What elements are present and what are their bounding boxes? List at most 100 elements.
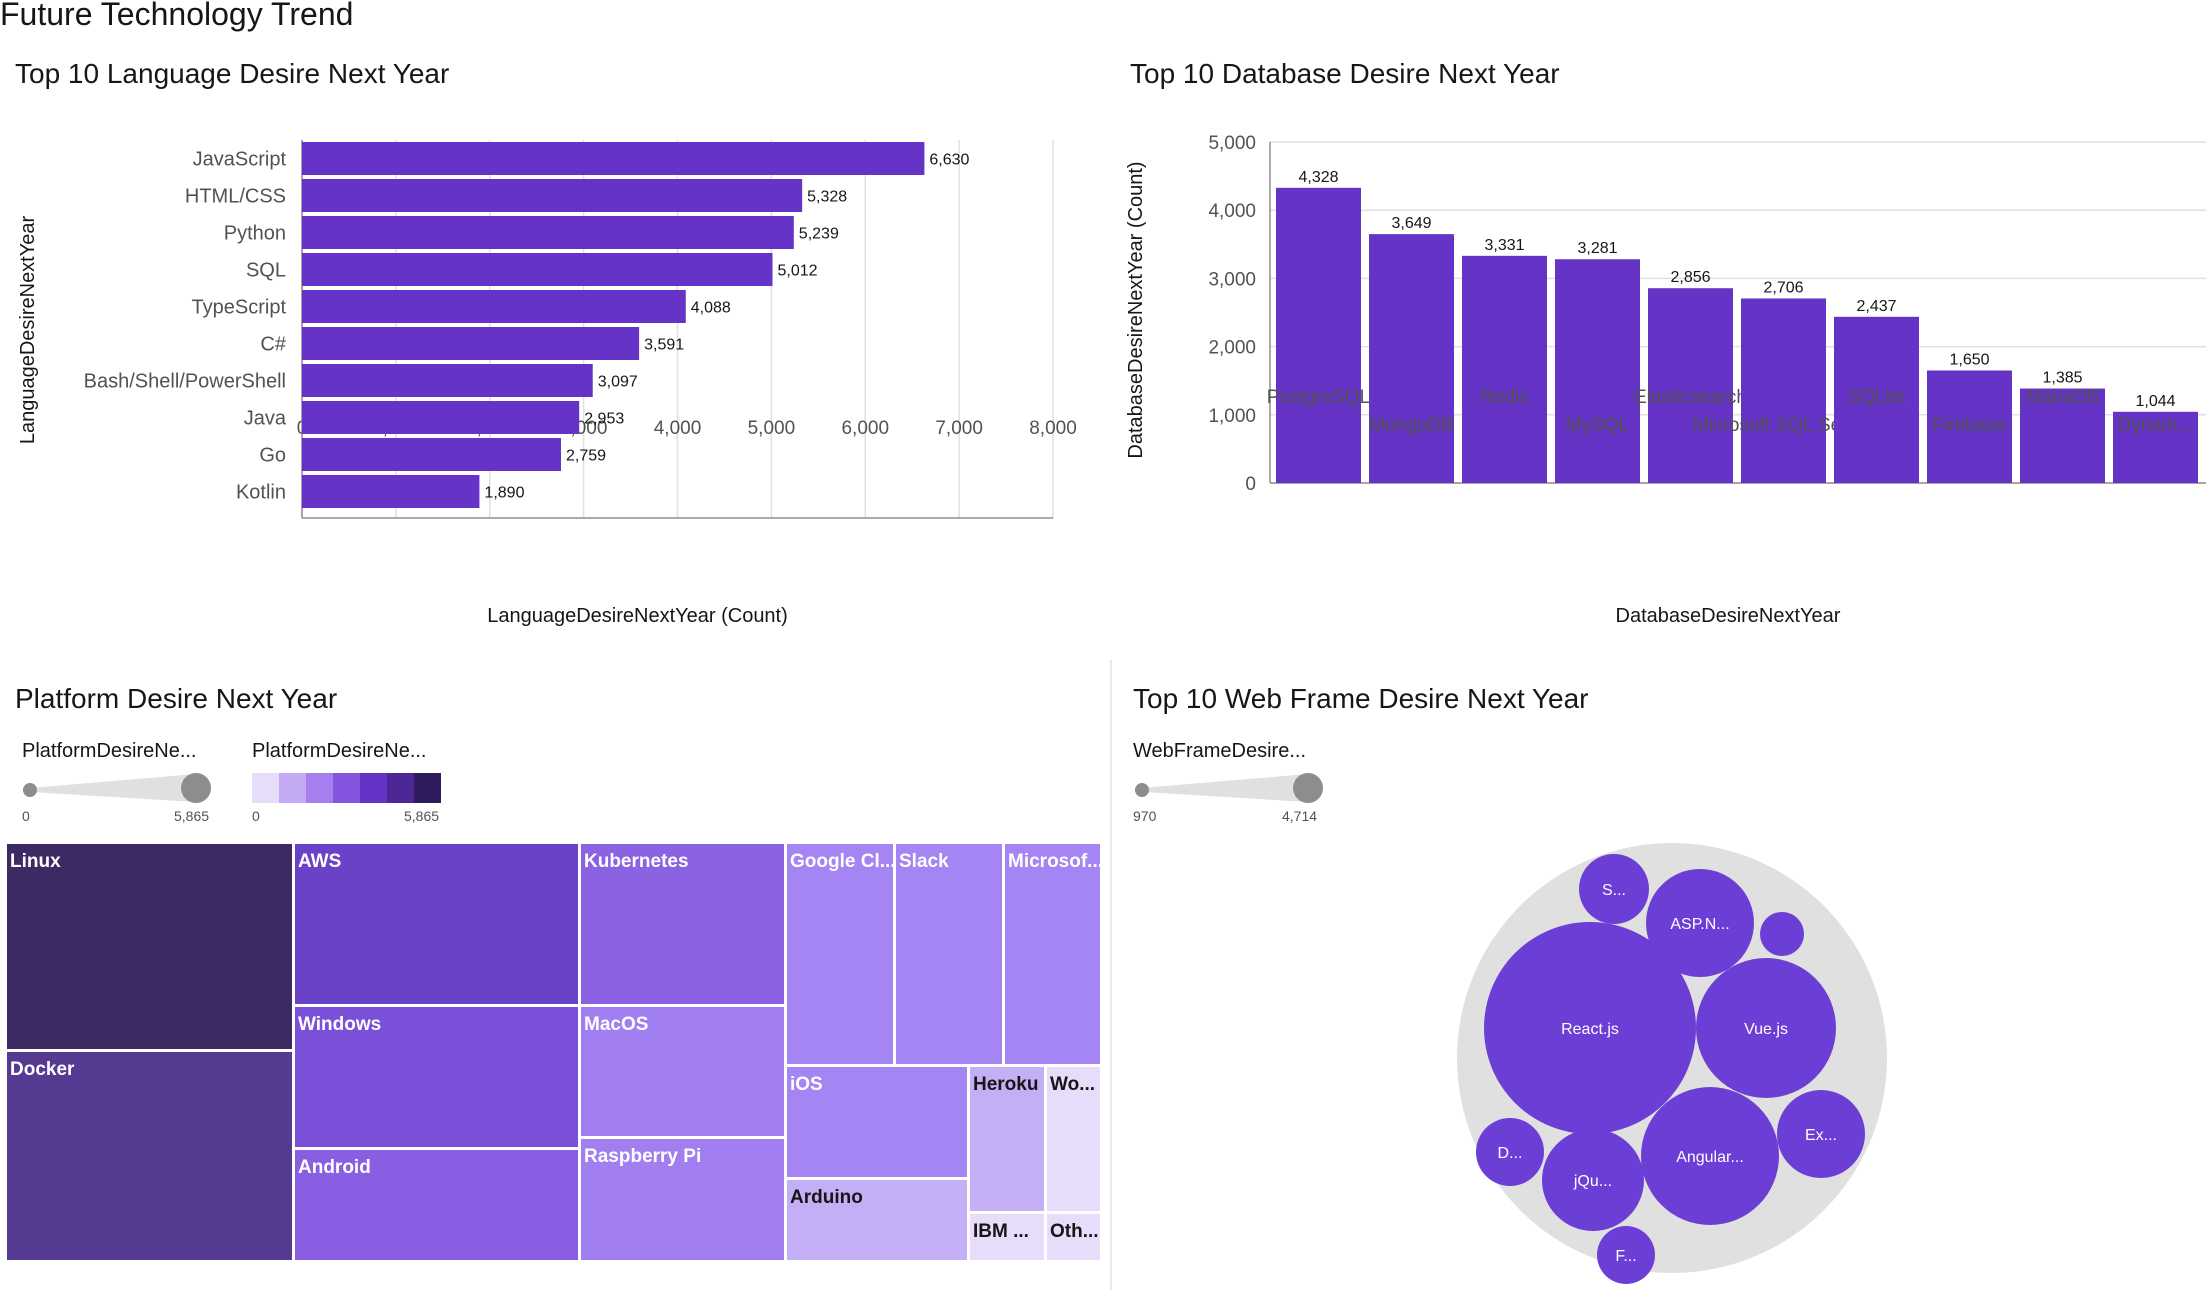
treemap-cell	[785, 1178, 969, 1262]
treemap-label: Oth...	[1050, 1221, 1099, 1242]
y-tick-label: 2,000	[1208, 338, 1256, 359]
bubble-label: Ex...	[1805, 1127, 1837, 1144]
treemap-label: Microsof...	[1008, 851, 1100, 872]
platform-size-legend-max: 5,865	[174, 808, 210, 824]
treemap-cell	[293, 1148, 580, 1262]
y-tick-label: 4,000	[1208, 201, 1256, 222]
bar	[1834, 316, 1919, 483]
treemap-cell	[1045, 1212, 1100, 1262]
dashboard-title: Future Technology Trend	[0, 0, 354, 32]
treemap-cell	[5, 842, 294, 1051]
bubble	[1696, 958, 1836, 1098]
x-tick-label: Dynam...	[2117, 415, 2193, 436]
bubble	[1646, 869, 1754, 977]
color-scale-swatch	[360, 773, 387, 803]
y-tick-label: Kotlin	[236, 482, 286, 504]
color-scale-swatch	[333, 773, 360, 803]
platform-chart-title: Platform Desire Next Year	[15, 683, 338, 714]
data-label: 5,239	[799, 226, 839, 243]
treemap-label: iOS	[790, 1074, 823, 1095]
data-label: 5,012	[778, 263, 818, 280]
x-tick-label: 6,000	[841, 418, 889, 439]
x-tick-label: MySQL	[1566, 415, 1629, 436]
x-tick-label: MariaDB	[2026, 387, 2100, 408]
bar	[302, 216, 794, 249]
bubble-label: React.js	[1561, 1021, 1619, 1038]
bar	[302, 179, 803, 212]
data-label: 2,437	[1856, 298, 1896, 315]
color-scale-swatch	[279, 773, 306, 803]
color-scale-swatch	[306, 773, 333, 803]
treemap-label: IBM ...	[973, 1221, 1029, 1242]
treemap-cell	[1003, 842, 1100, 1066]
language-bar-chart: 01,0002,0003,0004,0005,0006,0007,0008,00…	[17, 140, 1077, 627]
bar	[302, 401, 580, 434]
treemap-label: Arduino	[790, 1187, 863, 1208]
webframe-size-legend-label: WebFrameDesire...	[1133, 740, 1307, 762]
treemap-label: Docker	[10, 1059, 75, 1080]
bar	[2020, 388, 2105, 483]
bubble	[1597, 1226, 1655, 1284]
x-tick-label: Redis	[1480, 387, 1529, 408]
bar	[302, 364, 593, 397]
bubble	[1760, 912, 1804, 956]
color-scale-swatch	[414, 773, 441, 803]
data-label: 3,281	[1577, 240, 1617, 257]
bar	[2113, 411, 2198, 483]
y-tick-label: 5,000	[1208, 133, 1256, 154]
platform-color-legend-label: PlatformDesireNe...	[252, 740, 427, 762]
x-tick-label: 5,000	[748, 418, 796, 439]
bubble-label: jQu...	[1573, 1173, 1612, 1190]
treemap-label: MacOS	[584, 1014, 648, 1035]
bar	[302, 253, 773, 286]
data-label: 3,097	[598, 374, 638, 391]
data-label: 2,759	[566, 448, 606, 465]
data-label: 6,630	[929, 152, 969, 169]
treemap-label: Wo...	[1050, 1074, 1095, 1095]
x-tick-label: Microsoft SQL Server	[1693, 415, 1875, 436]
treemap-label: Google Cl...	[790, 851, 896, 872]
y-tick-label: 0	[1245, 474, 1256, 495]
webframe-size-legend-max: 4,714	[1282, 808, 1318, 824]
bubble	[1579, 854, 1649, 924]
data-label: 1,044	[2135, 393, 2175, 410]
y-tick-label: Go	[259, 445, 286, 467]
platform-color-legend	[252, 773, 441, 803]
bubble	[1641, 1087, 1779, 1225]
platform-size-legend	[23, 773, 211, 803]
database-chart-title: Top 10 Database Desire Next Year	[1130, 58, 1560, 89]
color-scale-swatch	[387, 773, 414, 803]
platform-size-legend-label: PlatformDesireNe...	[22, 740, 197, 762]
treemap-cell	[5, 1050, 294, 1262]
panel-divider	[1110, 660, 1112, 1290]
x-tick-label: 8,000	[1029, 418, 1077, 439]
x-tick-label: SQLite	[1847, 387, 1905, 408]
data-label: 4,088	[691, 300, 731, 317]
y-tick-label: SQL	[246, 260, 286, 282]
webframe-bubble-chart: React.js Vue.js Angular... ASP.N... Ex... jQu…	[1457, 843, 1887, 1284]
y-tick-label: Bash/Shell/PowerShell	[84, 371, 286, 393]
bubble-label: F...	[1615, 1248, 1636, 1265]
treemap-cell	[894, 842, 1004, 1066]
bubble	[1777, 1090, 1865, 1178]
bar	[1648, 288, 1733, 483]
bar	[1462, 255, 1547, 483]
webframe-size-legend-min: 970	[1133, 808, 1157, 824]
data-label: 3,649	[1391, 215, 1431, 232]
bubble	[1476, 1118, 1544, 1186]
bubble-label: S...	[1602, 882, 1626, 899]
y-tick-label: Python	[224, 223, 286, 245]
data-label: 1,890	[484, 485, 524, 502]
data-label: 1,385	[2042, 370, 2082, 387]
bubble	[1542, 1129, 1644, 1231]
bar	[1741, 298, 1826, 483]
database-bar-chart: 0 1,000 2,000 3,000 4,000 5,000 4,328 PostgreSQ…	[1125, 133, 2206, 627]
x-tick-label: PostgreSQL	[1267, 387, 1371, 408]
treemap-label: AWS	[298, 851, 341, 872]
treemap-label: Slack	[899, 851, 949, 872]
x-tick-label: 7,000	[935, 418, 983, 439]
treemap-label: Linux	[10, 851, 61, 872]
platform-color-legend-min: 0	[252, 808, 260, 824]
y-axis-title: DatabaseDesireNextYear (Count)	[1125, 161, 1147, 458]
treemap-cell	[293, 1005, 580, 1149]
